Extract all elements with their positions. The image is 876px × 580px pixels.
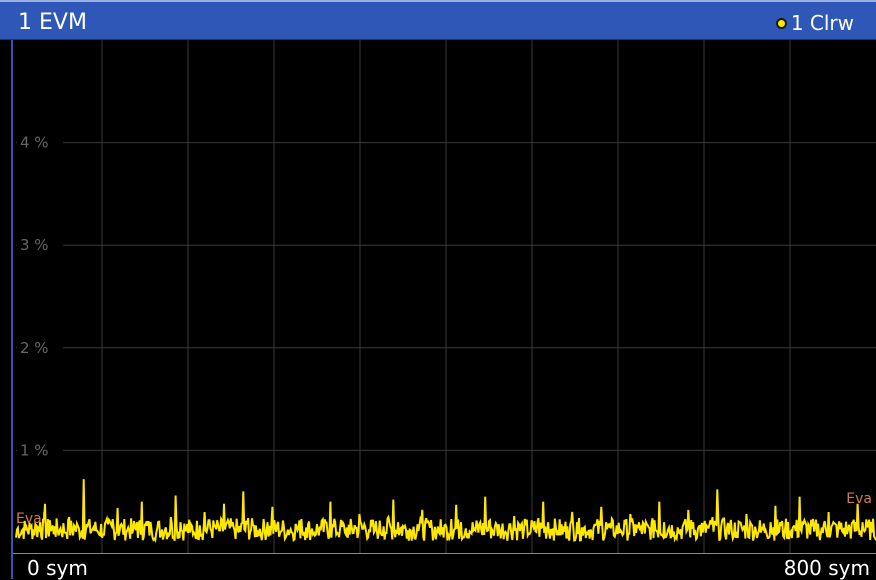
- trace-badge[interactable]: 1 Clrw: [775, 11, 854, 35]
- y-tick-label-background: [17, 236, 63, 255]
- window-titlebar: 1 EVM 1 Clrw: [0, 0, 876, 40]
- y-tick-label: 3 %: [20, 236, 49, 254]
- trace-label: 1 Clrw: [790, 11, 854, 35]
- eval-marker-label: Eva: [846, 491, 872, 507]
- x-stop-label: 800 sym: [783, 556, 870, 580]
- y-tick-label: 2 %: [20, 339, 49, 357]
- y-tick-label: 4 %: [20, 134, 49, 152]
- y-tick-labels: 1 % 2 % 3 % 4 %: [17, 133, 63, 460]
- eval-marker-label: Eval: [16, 511, 46, 527]
- y-tick-label-background: [17, 338, 63, 357]
- y-tick-label-background: [17, 133, 63, 152]
- eval-markers: Eval Eva: [16, 491, 872, 527]
- evm-plot: 1 % 2 % 3 % 4 % Eval Eva: [13, 40, 876, 553]
- y-tick-label-background: [17, 441, 63, 460]
- plot-background: [13, 40, 876, 553]
- x-axis-footer: 0 sym 800 sym: [13, 553, 876, 580]
- y-tick-label: 1 %: [20, 441, 49, 459]
- trace-dot-icon: [775, 17, 787, 29]
- window-title: 1 EVM: [18, 10, 87, 35]
- x-start-label: 0 sym: [27, 556, 88, 580]
- grid: [16, 40, 876, 553]
- evm-trace-line: [15, 479, 876, 543]
- window-left-border: [11, 40, 13, 579]
